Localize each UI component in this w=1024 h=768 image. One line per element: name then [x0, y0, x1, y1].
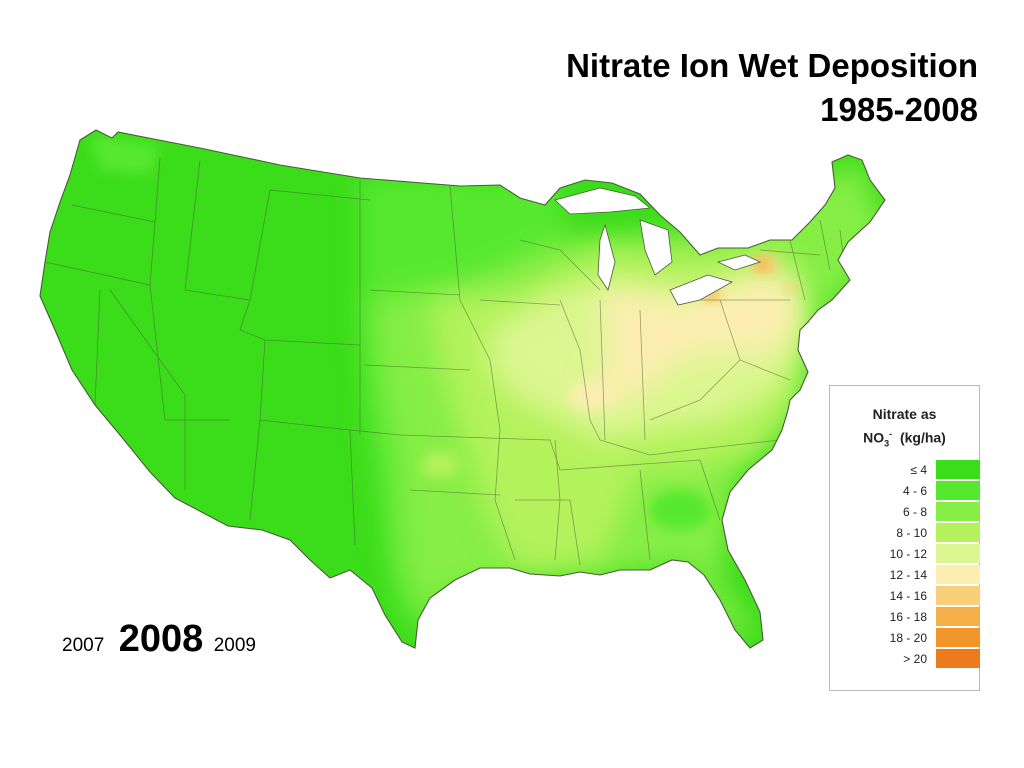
legend-swatch	[936, 649, 980, 668]
legend-row: ≤ 4	[830, 460, 980, 481]
state-boundary	[639, 469, 651, 561]
legend-chem-subscript: 3	[884, 438, 890, 449]
state-boundary	[109, 289, 186, 396]
state-boundary	[599, 299, 606, 441]
state-boundary	[479, 299, 561, 306]
legend-swatch	[936, 628, 980, 647]
deposition-zone	[784, 283, 796, 293]
title-line-1: Nitrate Ion Wet Deposition	[566, 47, 978, 84]
state-boundary	[649, 359, 741, 421]
legend-row: 8 - 10	[830, 523, 980, 544]
legend-swatch	[936, 586, 980, 605]
deposition-zone	[755, 258, 769, 270]
year-navigation: 2007 2008 2009	[62, 618, 256, 661]
legend-class-label: 4 - 6	[902, 484, 927, 498]
legend-row: > 20	[830, 649, 980, 670]
legend-swatch	[936, 544, 980, 563]
legend-row: 10 - 12	[830, 544, 980, 565]
state-boundary	[554, 439, 561, 561]
legend-title: Nitrate as NO3- (kg/ha)	[830, 404, 979, 453]
state-boundary	[349, 429, 356, 546]
state-boundary	[819, 219, 831, 271]
state-boundary	[639, 309, 646, 441]
page-title: Nitrate Ion Wet Deposition 1985-2008	[566, 44, 978, 132]
state-boundary	[409, 489, 501, 496]
legend-class-label: 18 - 20	[889, 631, 927, 645]
next-year-link[interactable]: 2009	[213, 635, 257, 656]
state-boundary	[449, 185, 501, 431]
deposition-zone	[568, 381, 612, 409]
state-boundary	[149, 284, 166, 421]
state-boundary	[94, 289, 101, 406]
title-line-2: 1985-2008	[820, 91, 978, 128]
legend-class-label: 14 - 16	[889, 589, 927, 603]
state-boundary	[515, 499, 581, 566]
great-lake	[716, 254, 762, 271]
legend-classes: ≤ 4 4 - 6 6 - 8 8 - 10 10 - 12 12 - 14 14 - 16…	[830, 460, 980, 670]
deposition-zone	[422, 451, 458, 479]
deposition-zone	[90, 135, 160, 175]
previous-year-link[interactable]: 2007	[62, 635, 105, 656]
great-lake	[639, 219, 673, 276]
legend-row: 18 - 20	[830, 628, 980, 649]
legend-swatch	[936, 481, 980, 500]
state-boundary	[494, 429, 516, 561]
state-boundary	[269, 189, 371, 201]
legend-swatch	[936, 523, 980, 542]
state-boundary	[239, 299, 361, 346]
state-boundary	[699, 459, 721, 521]
great-lake	[669, 274, 734, 306]
state-boundary	[364, 364, 471, 371]
deposition-zone	[397, 203, 433, 227]
deposition-zone	[590, 275, 795, 410]
legend-swatch	[936, 460, 980, 479]
legend-row: 12 - 14	[830, 565, 980, 586]
legend-class-label: 10 - 12	[889, 547, 927, 561]
legend-class-label: 16 - 18	[889, 610, 927, 624]
legend-class-label: 8 - 10	[896, 526, 927, 540]
deposition-zone	[650, 490, 710, 530]
legend-row: 6 - 8	[830, 502, 980, 523]
legend-title-line-2: NO3- (kg/ha)	[830, 424, 979, 453]
legend-title-line-1: Nitrate as	[872, 406, 937, 422]
state-boundary	[599, 439, 781, 456]
current-year: 2008	[118, 618, 204, 660]
map-legend: Nitrate as NO3- (kg/ha) ≤ 4 4 - 6 6 - 8 8 -…	[829, 385, 980, 691]
state-boundary	[559, 459, 701, 471]
legend-row: 14 - 16	[830, 586, 980, 607]
legend-class-label: 12 - 14	[889, 568, 927, 582]
state-boundary	[559, 299, 601, 441]
legend-class-label: > 20	[903, 652, 927, 666]
state-boundary	[369, 289, 461, 296]
legend-row: 16 - 18	[830, 607, 980, 628]
legend-chem-symbol: NO	[863, 429, 885, 446]
state-boundary	[789, 239, 806, 301]
great-lake	[597, 223, 616, 291]
state-boundary	[759, 249, 821, 256]
legend-unit: (kg/ha)	[899, 429, 946, 446]
legend-swatch	[936, 565, 980, 584]
legend-class-label: ≤ 4	[910, 463, 927, 477]
legend-row: 4 - 6	[830, 481, 980, 502]
legend-chem-charge: -	[889, 429, 893, 439]
state-boundary	[519, 239, 601, 291]
legend-class-label: 6 - 8	[902, 505, 927, 519]
legend-swatch	[936, 502, 980, 521]
state-boundary	[184, 159, 201, 291]
great-lake	[554, 187, 652, 215]
legend-swatch	[936, 607, 980, 626]
